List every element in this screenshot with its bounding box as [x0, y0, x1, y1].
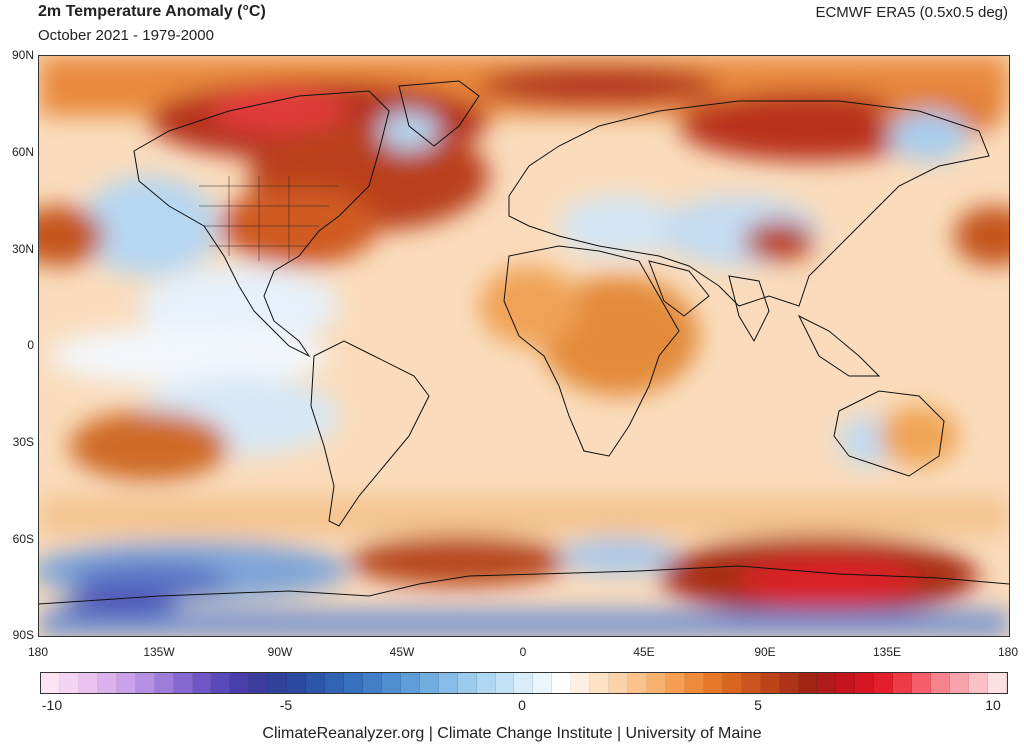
colorbar-swatch — [135, 673, 155, 693]
colorbar-swatch — [325, 673, 344, 693]
colorbar-swatch — [419, 673, 439, 693]
anomaly-map — [38, 55, 1010, 637]
footer-credits: ClimateReanalyzer.org | Climate Change I… — [262, 725, 762, 742]
colorbar-swatch — [362, 673, 382, 693]
lon-label-90w: 90W — [267, 645, 293, 659]
colorbar-swatch — [590, 673, 610, 693]
colorbar-swatch — [931, 673, 950, 693]
colorbar-swatch — [760, 673, 780, 693]
lat-label-60n: 60N — [11, 145, 34, 159]
colorbar-swatch — [476, 673, 496, 693]
colorbar-tick-neg5: -5 — [279, 697, 293, 713]
map-svg — [39, 56, 1009, 636]
colorbar-swatch — [912, 673, 932, 693]
lat-label-30n: 30N — [11, 242, 34, 256]
lon-label-135e: 135E — [872, 645, 902, 659]
colorbar-swatch — [495, 673, 515, 693]
colorbar-swatch — [950, 673, 969, 693]
colorbar-swatch — [78, 673, 98, 693]
colorbar-swatch — [400, 673, 420, 693]
chart-subtitle: October 2021 - 1979-2000 — [38, 27, 214, 44]
colorbar — [40, 672, 1008, 694]
colorbar-swatch — [609, 673, 629, 693]
colorbar-tick-neg10: -10 — [41, 697, 63, 713]
lon-label-90e: 90E — [754, 645, 776, 659]
colorbar-swatch — [457, 673, 477, 693]
colorbar-swatch — [287, 673, 307, 693]
colorbar-swatch — [249, 673, 269, 693]
colorbar-swatch — [211, 673, 231, 693]
colorbar-swatch — [665, 673, 685, 693]
colorbar-swatch — [798, 673, 818, 693]
lon-label-180w: 180 — [27, 645, 49, 659]
colorbar-swatch — [968, 673, 988, 693]
colorbar-swatch — [116, 673, 136, 693]
colorbar-swatch — [344, 673, 363, 693]
colorbar-swatch — [192, 673, 212, 693]
colorbar-swatch — [703, 673, 723, 693]
colorbar-tick-0: 0 — [518, 697, 526, 713]
colorbar-swatch — [817, 673, 837, 693]
colorbar-swatch — [741, 673, 761, 693]
data-source-label: ECMWF ERA5 (0.5x0.5 deg) — [815, 4, 1008, 21]
lat-label-30s: 30S — [12, 435, 34, 449]
colorbar-swatch — [893, 673, 913, 693]
lat-label-90s: 90S — [12, 628, 34, 642]
colorbar-swatch — [628, 673, 647, 693]
chart-title: 2m Temperature Anomaly (°C) — [38, 3, 266, 20]
colorbar-swatch — [722, 673, 742, 693]
colorbar-swatch — [97, 673, 117, 693]
lat-label-60s: 60S — [12, 532, 34, 546]
colorbar-swatch — [154, 673, 174, 693]
colorbar-swatch — [438, 673, 458, 693]
lon-label-0: 0 — [519, 645, 527, 659]
lon-label-135w: 135W — [143, 645, 175, 659]
colorbar-swatch — [306, 673, 326, 693]
colorbar-swatch — [874, 673, 894, 693]
colorbar-swatch — [571, 673, 591, 693]
colorbar-swatch — [836, 673, 856, 693]
colorbar-swatch — [41, 673, 60, 693]
colorbar-swatch — [533, 673, 553, 693]
lon-label-45e: 45E — [633, 645, 655, 659]
colorbar-swatch — [59, 673, 79, 693]
colorbar-tick-5: 5 — [754, 697, 762, 713]
colorbar-swatch — [514, 673, 534, 693]
lon-label-45w: 45W — [389, 645, 415, 659]
colorbar-tick-10: 10 — [985, 697, 1001, 713]
colorbar-swatch — [647, 673, 666, 693]
colorbar-swatch — [173, 673, 193, 693]
colorbar-swatch — [552, 673, 572, 693]
colorbar-swatch — [684, 673, 704, 693]
lat-label-0: 0 — [27, 338, 34, 352]
lon-label-180e: 180 — [997, 645, 1019, 659]
lat-label-90n: 90N — [11, 48, 34, 62]
colorbar-swatch — [230, 673, 250, 693]
colorbar-swatch — [855, 673, 875, 693]
colorbar-swatch — [987, 673, 1007, 693]
colorbar-swatch — [779, 673, 799, 693]
colorbar-swatch — [381, 673, 401, 693]
colorbar-swatch — [268, 673, 288, 693]
